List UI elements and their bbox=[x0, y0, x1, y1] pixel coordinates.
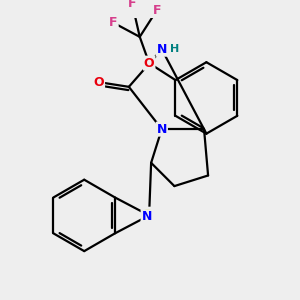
Text: O: O bbox=[144, 57, 154, 70]
Text: N: N bbox=[157, 123, 167, 136]
Text: O: O bbox=[94, 76, 104, 88]
Text: F: F bbox=[128, 0, 136, 11]
Text: N: N bbox=[142, 210, 152, 223]
Text: S: S bbox=[142, 208, 151, 221]
Text: N: N bbox=[157, 43, 167, 56]
Text: H: H bbox=[170, 44, 179, 54]
Text: F: F bbox=[152, 4, 161, 17]
Text: F: F bbox=[109, 16, 118, 29]
